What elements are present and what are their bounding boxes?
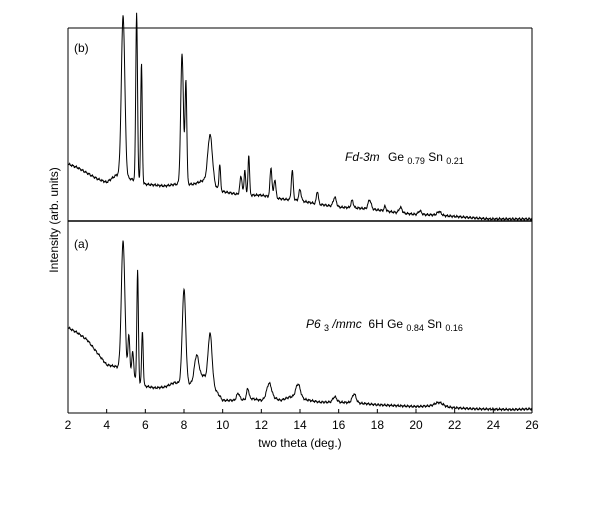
x-tick-label: 2 bbox=[65, 418, 72, 432]
formula-subscript: 0.16 bbox=[445, 323, 463, 333]
x-tick-label: 26 bbox=[525, 418, 539, 432]
panel-tag-b: (b) bbox=[74, 41, 89, 55]
x-tick-label: 8 bbox=[181, 418, 188, 432]
xrd-trace-p63mmc bbox=[67, 240, 533, 412]
phase-symbol: Fd-3m bbox=[345, 150, 380, 164]
formula-part: Sn bbox=[428, 150, 443, 164]
phase-subscript: 3 bbox=[324, 323, 329, 333]
x-axis-title: two theta (deg.) bbox=[258, 436, 341, 450]
panel-tag-a: (a) bbox=[74, 237, 89, 251]
formula-part: Sn bbox=[427, 317, 442, 331]
formula-subscript: 0.21 bbox=[446, 156, 464, 166]
formula-subscript: 0.84 bbox=[406, 323, 424, 333]
formula-part: Ge bbox=[388, 150, 404, 164]
phase-label-p63mmc: P6 3 /mmc 6H Ge 0.84 Sn 0.16 bbox=[306, 317, 463, 334]
x-axis-tick-labels: 2 4 6 8 10 12 14 16 18 20 22 24 26 bbox=[65, 418, 539, 432]
x-tick-label: 16 bbox=[332, 418, 346, 432]
x-tick-label: 20 bbox=[409, 418, 423, 432]
formula-part: 6H Ge bbox=[365, 317, 403, 331]
phase-symbol: /mmc bbox=[331, 317, 361, 331]
x-tick-label: 12 bbox=[255, 418, 269, 432]
phase-symbol: P6 bbox=[306, 317, 321, 331]
x-axis-ticks bbox=[67, 409, 533, 413]
xrd-trace-fd3m bbox=[67, 12, 533, 222]
x-tick-label: 4 bbox=[103, 418, 110, 432]
x-tick-label: 10 bbox=[216, 418, 230, 432]
x-tick-label: 6 bbox=[142, 418, 149, 432]
formula-subscript: 0.79 bbox=[407, 156, 425, 166]
x-tick-label: 14 bbox=[293, 418, 307, 432]
y-axis-title: Intensity (arb. units) bbox=[47, 167, 61, 272]
x-tick-label: 24 bbox=[487, 418, 501, 432]
x-tick-label: 18 bbox=[371, 418, 385, 432]
x-tick-label: 22 bbox=[448, 418, 462, 432]
phase-label-fd3m: Fd-3m Ge 0.79 Sn 0.21 bbox=[345, 150, 464, 167]
